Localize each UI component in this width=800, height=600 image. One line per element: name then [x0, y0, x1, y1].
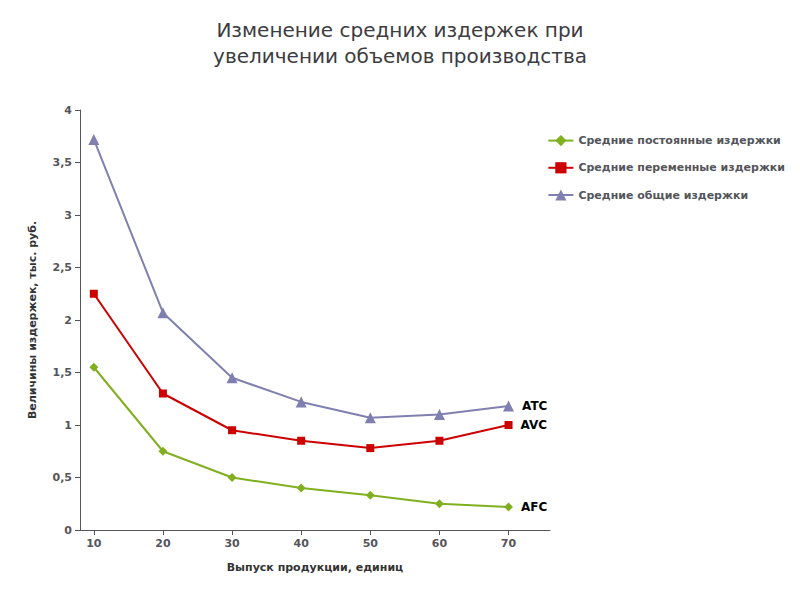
svg-text:3,5: 3,5 — [53, 156, 73, 169]
svg-text:AFC: AFC — [521, 500, 547, 514]
svg-text:0: 0 — [64, 524, 72, 537]
svg-text:Средние общие издержки: Средние общие издержки — [578, 189, 748, 202]
svg-text:1,5: 1,5 — [53, 366, 73, 379]
svg-text:Изменение средних издержек при: Изменение средних издержек при — [216, 18, 583, 42]
svg-text:ATC: ATC — [522, 399, 548, 413]
svg-text:AVC: AVC — [521, 418, 548, 432]
svg-text:2,5: 2,5 — [53, 261, 73, 274]
svg-text:Выпуск продукции, единиц: Выпуск продукции, единиц — [227, 561, 404, 574]
svg-text:Средние переменные издержки: Средние переменные издержки — [578, 161, 785, 174]
svg-text:60: 60 — [432, 537, 448, 550]
svg-text:70: 70 — [501, 537, 517, 550]
svg-text:3: 3 — [64, 209, 72, 222]
svg-text:20: 20 — [155, 537, 171, 550]
svg-text:1: 1 — [64, 419, 72, 432]
svg-text:50: 50 — [363, 537, 379, 550]
svg-text:40: 40 — [294, 537, 310, 550]
svg-text:30: 30 — [224, 537, 240, 550]
svg-text:10: 10 — [86, 537, 102, 550]
svg-text:2: 2 — [64, 314, 72, 327]
svg-text:Средние постоянные издержки: Средние постоянные издержки — [578, 134, 780, 147]
svg-text:0,5: 0,5 — [53, 471, 73, 484]
svg-text:увеличении объемов производств: увеличении объемов производства — [213, 44, 587, 68]
svg-text:4: 4 — [64, 104, 72, 117]
svg-text:Величины издержек, тыс. руб.: Величины издержек, тыс. руб. — [26, 221, 39, 419]
